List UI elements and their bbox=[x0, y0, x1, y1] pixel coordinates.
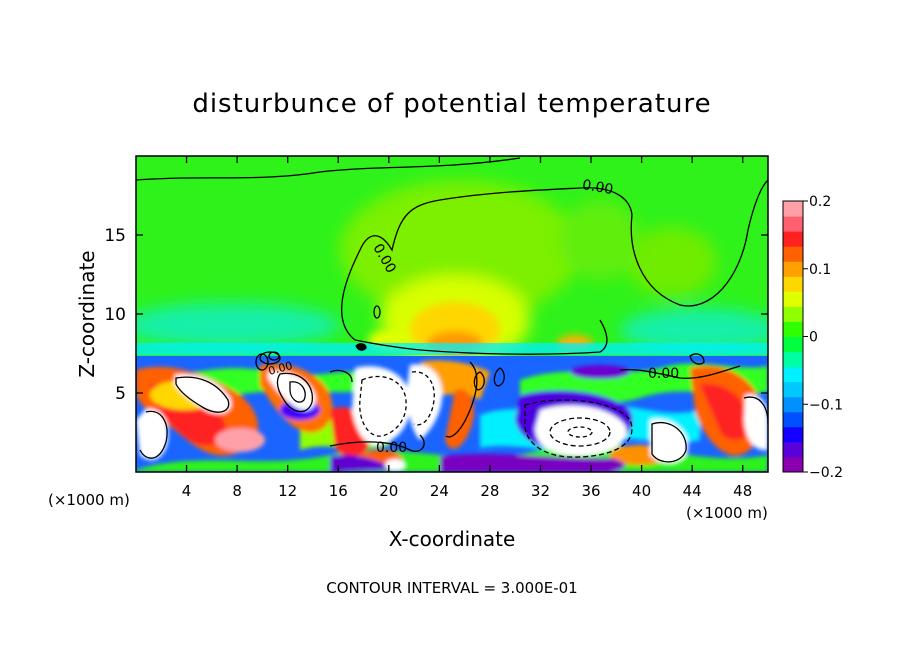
colorbar-segment bbox=[783, 366, 803, 383]
chart-title: disturbunce of potential temperature bbox=[192, 89, 711, 119]
colorbar: 0.2 0.1 0 −0.1 −0.2 bbox=[782, 194, 843, 481]
x-tick-label: 4 bbox=[182, 482, 192, 500]
upper-lime-patch-3 bbox=[560, 200, 640, 280]
colorbar-segment bbox=[783, 426, 803, 443]
colorbar-segment bbox=[783, 261, 803, 277]
cyan-band-left bbox=[136, 303, 340, 347]
x-tick-label: 28 bbox=[480, 482, 499, 500]
colorbar-tick-label: −0.2 bbox=[809, 465, 843, 481]
x-axis-label: X-coordinate bbox=[389, 527, 516, 551]
colorbar-tick-label: 0 bbox=[809, 330, 818, 346]
x-tick-label: 20 bbox=[379, 482, 398, 500]
colorbar-segment bbox=[783, 321, 803, 337]
cyan-band-right bbox=[620, 308, 768, 352]
colorbar-segment bbox=[783, 201, 803, 217]
colorbar-segment bbox=[783, 411, 803, 428]
y-tick-label: 15 bbox=[104, 226, 126, 246]
colorbar-segment bbox=[783, 306, 803, 322]
y-axis: 5 10 15 bbox=[104, 226, 768, 404]
zero-contour-plume bbox=[341, 179, 768, 341]
x-tick-label: 48 bbox=[733, 482, 752, 500]
x-tick-label: 8 bbox=[232, 482, 242, 500]
x-tick-label: 32 bbox=[531, 482, 550, 500]
colorbar-segment bbox=[783, 276, 803, 292]
upper-lime-patch bbox=[340, 180, 580, 320]
contour-label: 0.00 bbox=[648, 366, 679, 382]
contour-label: 0.00 bbox=[267, 359, 294, 378]
colorbar-segment bbox=[783, 396, 803, 413]
upper-lime-patch-2 bbox=[627, 227, 717, 297]
colorbar-segment bbox=[783, 231, 803, 247]
zero-contour-lower-1 bbox=[329, 434, 425, 452]
x-axis: 4 8 12 16 20 24 28 32 36 40 44 48 bbox=[182, 156, 752, 500]
colorbar-segment bbox=[783, 381, 803, 398]
colorbar-tick-label: 0.1 bbox=[809, 262, 831, 278]
zero-contour-top-left bbox=[136, 157, 521, 181]
zero-contour-plume-base bbox=[354, 319, 608, 355]
colorbar-segment bbox=[783, 351, 803, 368]
inversion-band bbox=[136, 343, 768, 355]
colorbar-segment bbox=[783, 291, 803, 307]
x-unit-right: (×1000 m) bbox=[686, 504, 768, 522]
colorbar-segment bbox=[783, 336, 803, 353]
contour-interval-note: CONTOUR INTERVAL = 3.000E-01 bbox=[326, 579, 577, 597]
colorbar-segment bbox=[783, 441, 803, 458]
zero-contour-lower-2 bbox=[619, 365, 741, 379]
colorbar-segment bbox=[783, 216, 803, 232]
x-tick-label: 44 bbox=[683, 482, 702, 500]
contour-label: 0.00 bbox=[376, 440, 407, 456]
colorbar-segment bbox=[783, 246, 803, 262]
x-tick-label: 36 bbox=[581, 482, 600, 500]
colorbar-segment bbox=[783, 456, 803, 473]
x-tick-label: 12 bbox=[278, 482, 297, 500]
x-tick-label: 24 bbox=[430, 482, 449, 500]
y-axis-label: Z-coordinate bbox=[75, 250, 99, 377]
colorbar-tick-label: −0.1 bbox=[809, 397, 843, 413]
colorbar-tick-label: 0.2 bbox=[809, 194, 831, 210]
y-tick-label: 5 bbox=[115, 384, 126, 404]
y-tick-label: 10 bbox=[104, 305, 126, 325]
contour-label: 0.00 bbox=[581, 177, 614, 198]
x-tick-label: 40 bbox=[632, 482, 651, 500]
plot-area: 0.00 0.00 0.00 0.00 0.00 bbox=[136, 156, 768, 472]
x-tick-label: 16 bbox=[329, 482, 348, 500]
contour-lines bbox=[136, 157, 768, 463]
x-unit-left: (×1000 m) bbox=[48, 491, 130, 509]
